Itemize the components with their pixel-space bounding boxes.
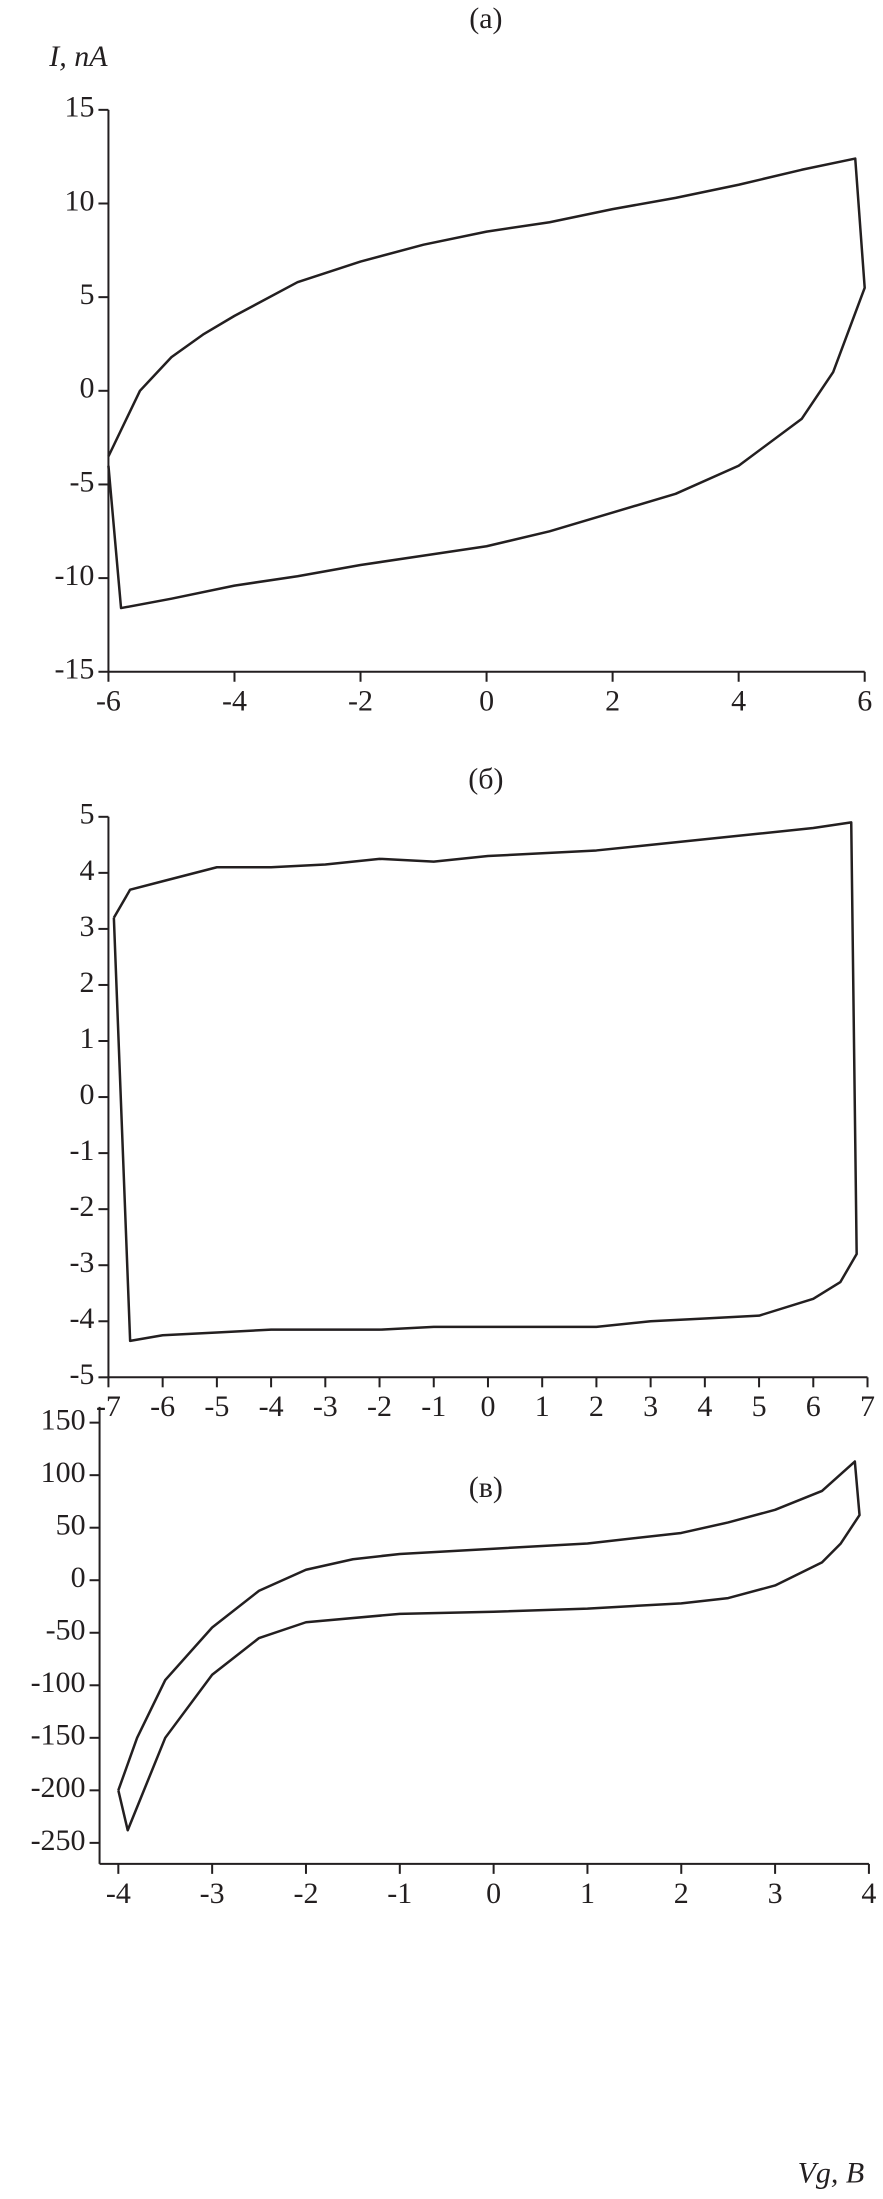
y-tick-label: -4 <box>69 1302 94 1335</box>
x-tick-label: 6 <box>806 1390 821 1423</box>
y-tick-label: 1 <box>79 1022 94 1055</box>
x-tick-label: 2 <box>589 1390 604 1423</box>
y-tick-label: 3 <box>79 910 94 943</box>
y-tick-label: 10 <box>64 184 94 217</box>
y-axis-label: I, пА <box>48 40 108 73</box>
y-tick-label: -3 <box>69 1246 94 1279</box>
y-tick-label: -15 <box>54 653 94 686</box>
y-tick-label: -5 <box>69 1358 94 1391</box>
x-tick-label: 6 <box>857 685 872 718</box>
y-tick-label: 0 <box>79 372 94 405</box>
y-tick-label: -150 <box>31 1719 86 1752</box>
x-tick-label: -4 <box>222 685 247 718</box>
x-tick-label: -2 <box>348 685 373 718</box>
loop-line <box>107 157 866 610</box>
x-tick-label: -6 <box>150 1390 175 1423</box>
loop-line <box>117 1460 861 1832</box>
x-tick-label: 4 <box>861 1877 876 1910</box>
y-tick-label: 5 <box>79 798 94 831</box>
y-tick-label: 4 <box>79 854 94 887</box>
y-tick-label: 15 <box>64 91 94 124</box>
y-tick-label: 150 <box>41 1404 86 1437</box>
x-tick-label: -4 <box>106 1877 131 1910</box>
y-tick-label: -200 <box>31 1771 86 1804</box>
y-tick-label: 0 <box>71 1561 86 1594</box>
x-tick-label: -2 <box>293 1877 318 1910</box>
y-tick-label: -100 <box>31 1666 86 1699</box>
y-tick-label: -2 <box>69 1190 94 1223</box>
y-tick-label: 2 <box>79 966 94 999</box>
x-tick-label: -5 <box>204 1390 229 1423</box>
x-tick-label: 7 <box>860 1390 875 1423</box>
y-tick-label: -10 <box>54 559 94 592</box>
y-tick-label: 5 <box>79 278 94 311</box>
x-tick-label: -4 <box>259 1390 284 1423</box>
x-axis-label: Vg, В <box>798 2157 865 2190</box>
x-tick-label: -1 <box>387 1877 412 1910</box>
y-tick-label: -5 <box>69 465 94 498</box>
x-tick-label: 5 <box>752 1390 767 1423</box>
x-tick-label: -6 <box>96 685 121 718</box>
y-tick-label: 50 <box>56 1509 86 1542</box>
chart-title: (а) <box>469 2 502 35</box>
x-tick-label: -3 <box>313 1390 338 1423</box>
x-tick-label: 4 <box>731 685 746 718</box>
x-tick-label: 1 <box>580 1877 595 1910</box>
x-tick-label: 4 <box>697 1390 712 1423</box>
y-tick-label: -1 <box>69 1134 94 1167</box>
chart-title: (б) <box>468 762 503 795</box>
x-tick-label: 1 <box>535 1390 550 1423</box>
x-tick-label: 2 <box>674 1877 689 1910</box>
x-tick-label: 3 <box>643 1390 658 1423</box>
x-tick-label: 0 <box>479 685 494 718</box>
chart-title: (в) <box>469 1471 503 1504</box>
loop-line <box>112 821 858 1343</box>
y-tick-label: -50 <box>46 1614 86 1647</box>
x-tick-label: 3 <box>768 1877 783 1910</box>
y-tick-label: 100 <box>41 1456 86 1489</box>
x-tick-label: -2 <box>367 1390 392 1423</box>
x-tick-label: -1 <box>421 1390 446 1423</box>
y-tick-label: -250 <box>31 1824 86 1857</box>
x-tick-label: -3 <box>200 1877 225 1910</box>
y-tick-label: 0 <box>79 1078 94 1111</box>
x-tick-label: 0 <box>486 1877 501 1910</box>
x-tick-label: 0 <box>480 1390 495 1423</box>
x-tick-label: 2 <box>605 685 620 718</box>
